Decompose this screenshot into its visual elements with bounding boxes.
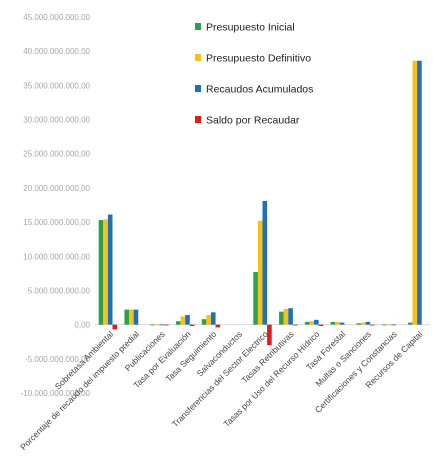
y-axis: 45.000.000.000,00 40.000.000.000,00 35.000… <box>21 13 91 398</box>
bar <box>314 319 319 325</box>
legend-swatch <box>195 54 201 61</box>
bar <box>154 324 160 326</box>
legend-swatch <box>195 116 201 123</box>
y-tick-label: 0,00 <box>74 321 90 330</box>
x-tick-label: Transferencias del Sector Electrico <box>170 329 270 429</box>
bar <box>304 321 310 325</box>
bar <box>283 308 289 325</box>
bar <box>175 321 181 325</box>
bar <box>339 322 345 325</box>
bar <box>370 324 375 326</box>
bar <box>185 315 190 325</box>
bar <box>386 324 392 326</box>
legend-label: Presupuesto Definitivo <box>206 53 311 65</box>
bar <box>391 324 396 326</box>
bar <box>253 272 258 325</box>
y-tick-label: -5.000.000.000,00 <box>25 355 90 364</box>
bar <box>98 220 104 325</box>
bar <box>150 324 155 326</box>
bar <box>288 308 293 325</box>
bar <box>382 324 387 326</box>
legend-label: Saldo por Recaudar <box>206 115 300 127</box>
bar <box>407 322 413 325</box>
y-tick-label: 15.000.000.000,00 <box>23 218 90 227</box>
bar <box>133 309 139 325</box>
bar <box>103 219 108 325</box>
y-tick-label: 25.000.000.000,00 <box>23 150 90 159</box>
bar <box>164 324 169 326</box>
y-tick-label: 45.000.000.000,00 <box>23 13 90 22</box>
bar <box>257 220 263 325</box>
bar <box>215 324 221 328</box>
bar <box>279 311 284 325</box>
bar <box>318 324 324 327</box>
legend-label: Recaudos Acumulados <box>206 84 313 96</box>
bar <box>262 200 268 325</box>
bar <box>210 312 216 325</box>
bar <box>112 324 118 330</box>
bar <box>189 324 195 327</box>
legend-swatch <box>195 23 201 30</box>
bar <box>267 324 272 346</box>
bar <box>330 321 336 325</box>
bar <box>129 309 134 325</box>
y-tick-label: 35.000.000.000,00 <box>23 81 90 90</box>
bar <box>356 323 361 325</box>
y-tick-label: 40.000.000.000,00 <box>23 47 90 56</box>
bar <box>107 214 113 325</box>
bar <box>180 316 186 325</box>
y-tick-label: 5.000.000.000,00 <box>28 286 91 295</box>
bar <box>365 321 371 325</box>
y-tick-label: 30.000.000.000,00 <box>23 116 90 125</box>
bar <box>159 324 165 326</box>
bar <box>360 322 366 325</box>
bar <box>412 60 418 325</box>
bar <box>335 321 340 325</box>
y-tick-label: -10.000.000.000,00 <box>21 389 91 398</box>
bar <box>206 315 211 325</box>
legend: Presupuesto Inicial Presupuesto Definitiv… <box>195 22 313 127</box>
bar <box>309 321 315 325</box>
y-tick-label: 10.000.000.000,00 <box>23 252 90 261</box>
y-tick-label: 20.000.000.000,00 <box>23 184 90 193</box>
bars <box>98 60 422 346</box>
bar <box>201 319 207 325</box>
legend-swatch <box>195 85 201 92</box>
bar <box>124 309 130 325</box>
legend-label: Presupuesto Inicial <box>206 22 295 34</box>
bar <box>292 324 298 326</box>
bar <box>417 60 422 325</box>
